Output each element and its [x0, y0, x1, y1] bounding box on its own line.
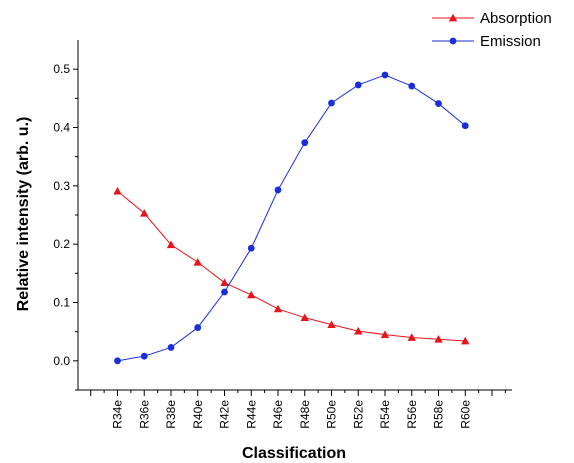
legend-label-emission: Emission — [480, 33, 541, 50]
point-absorption — [140, 209, 149, 217]
legend-label-absorption: Absorption — [480, 10, 552, 27]
x-tick-label: R36e — [137, 400, 151, 429]
x-tick-label: R38e — [164, 400, 178, 429]
series-absorption — [113, 186, 470, 345]
point-absorption — [247, 290, 256, 299]
legend-marker-emission — [449, 37, 457, 45]
series-line-absorption — [117, 190, 466, 342]
series-line-emission — [117, 74, 466, 362]
point-emission — [194, 324, 202, 331]
point-emission — [301, 139, 309, 147]
point-emission — [354, 81, 362, 89]
y-tick-label: 0.4 — [53, 121, 70, 135]
y-tick-label: 0.0 — [53, 354, 70, 368]
point-absorption — [380, 330, 390, 338]
x-tick-label: R40e — [191, 400, 205, 429]
point-absorption — [273, 304, 283, 313]
x-tick-label: R42e — [218, 400, 232, 429]
point-emission — [221, 288, 228, 296]
y-tick-label: 0.2 — [53, 237, 70, 251]
point-absorption — [193, 258, 202, 266]
legend-item-absorption: Absorption — [432, 10, 552, 27]
legend-item-emission: Emission — [432, 33, 541, 50]
x-tick-label: R44e — [244, 400, 258, 429]
x-tick-label: R60e — [458, 400, 472, 429]
point-absorption — [434, 335, 443, 343]
point-emission — [274, 186, 282, 194]
x-axis-title: Classification — [242, 445, 346, 462]
x-tick-label: R34e — [111, 400, 125, 429]
point-emission — [461, 122, 469, 130]
legend-marker-absorption — [448, 13, 458, 22]
point-absorption — [220, 278, 229, 287]
point-absorption — [300, 313, 309, 322]
point-emission — [381, 71, 389, 79]
point-emission — [167, 344, 175, 351]
point-emission — [114, 357, 121, 365]
point-emission — [328, 99, 335, 107]
x-tick-label: R46e — [271, 400, 285, 429]
point-absorption — [113, 186, 122, 195]
x-tick-label: R56e — [405, 400, 419, 429]
point-emission — [408, 82, 416, 90]
point-absorption — [461, 336, 470, 345]
series-emission — [114, 71, 469, 365]
y-axis-title: Relative intensity (arb. u.) — [15, 117, 32, 312]
point-emission — [247, 244, 255, 252]
x-tick-label: R54e — [378, 400, 392, 429]
y-tick-label: 0.3 — [53, 179, 70, 193]
legend: Absorption Emission — [432, 10, 552, 50]
x-tick-label: R48e — [298, 400, 312, 429]
point-absorption — [327, 320, 336, 329]
series-group — [113, 71, 470, 365]
axes: 0.0 0.1 0.2 0.3 0.4 0.5 R34e R36e R38e R40e R42e R4… — [53, 40, 512, 429]
y-tick-label: 0.5 — [53, 62, 70, 76]
x-tick-label: R58e — [432, 400, 446, 429]
x-tick-label: R52e — [351, 400, 365, 429]
y-tick-label: 0.1 — [53, 296, 70, 310]
point-emission — [140, 352, 148, 360]
point-absorption — [354, 326, 363, 335]
point-emission — [435, 100, 442, 107]
point-absorption — [166, 240, 176, 249]
x-tick-label: R50e — [325, 400, 339, 429]
point-absorption — [407, 333, 416, 341]
